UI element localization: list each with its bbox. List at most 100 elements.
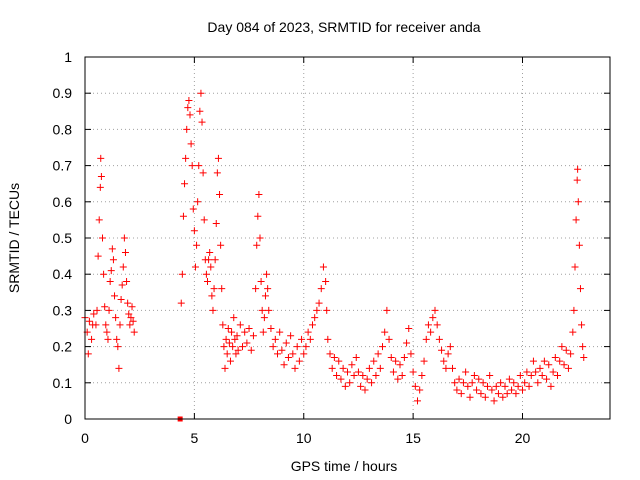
data-point	[433, 321, 441, 329]
data-point	[523, 368, 531, 376]
data-point	[330, 353, 338, 361]
data-point	[92, 321, 100, 329]
data-point	[239, 343, 246, 351]
data-point	[116, 321, 124, 329]
data-point	[479, 379, 487, 387]
data-point	[258, 306, 266, 314]
data-point	[195, 162, 203, 170]
data-point	[503, 390, 511, 398]
data-point	[352, 353, 360, 361]
data-point	[88, 335, 96, 343]
data-point	[497, 379, 505, 387]
data-point	[96, 183, 104, 191]
data-point	[311, 314, 319, 322]
data-point	[309, 321, 316, 329]
data-point	[570, 306, 578, 314]
data-point	[287, 332, 295, 340]
data-point	[289, 350, 297, 358]
data-point	[253, 241, 261, 249]
data-point	[260, 314, 268, 322]
data-point	[210, 285, 218, 293]
data-point	[571, 263, 579, 271]
data-point	[379, 343, 386, 351]
data-point	[200, 216, 208, 224]
data-point	[348, 361, 356, 369]
data-point	[218, 285, 226, 293]
data-point	[374, 350, 382, 358]
data-point	[574, 165, 582, 173]
y-tick-label: 0.7	[53, 158, 73, 174]
data-point	[359, 372, 367, 380]
data-point	[409, 368, 417, 376]
data-point	[514, 382, 522, 390]
data-point	[196, 107, 204, 115]
data-point	[536, 364, 544, 372]
data-point	[209, 306, 217, 314]
data-point	[198, 118, 206, 126]
data-point	[344, 368, 351, 376]
data-point	[112, 314, 120, 322]
data-point	[120, 234, 128, 242]
data-point	[527, 372, 535, 380]
data-point	[429, 314, 437, 322]
data-point	[94, 252, 102, 260]
data-point	[470, 372, 478, 380]
data-point	[243, 339, 251, 347]
data-point	[183, 125, 191, 133]
data-point	[101, 303, 109, 311]
data-point	[293, 343, 301, 351]
data-point	[532, 368, 540, 376]
data-point	[545, 361, 553, 369]
data-point	[276, 328, 284, 336]
data-point	[188, 162, 196, 170]
data-point	[107, 267, 115, 275]
data-point	[341, 382, 349, 390]
data-point	[204, 277, 211, 285]
data-point	[189, 205, 197, 213]
y-axis-label: SRMTID / TECUs	[6, 183, 22, 293]
data-point	[291, 364, 299, 372]
data-point	[223, 350, 231, 358]
data-point	[416, 386, 424, 394]
data-point	[455, 375, 463, 383]
data-point	[236, 321, 244, 329]
data-point	[111, 292, 119, 300]
data-point	[208, 292, 216, 300]
plot-frame	[84, 56, 611, 420]
data-point	[85, 317, 93, 325]
data-point	[323, 306, 331, 314]
y-tick-label: 0.1	[53, 375, 73, 391]
data-point	[256, 234, 264, 242]
data-point	[177, 299, 185, 307]
data-point	[488, 386, 496, 394]
data-point	[225, 339, 233, 347]
data-point	[407, 350, 415, 358]
data-point	[300, 350, 308, 358]
data-point	[442, 364, 450, 372]
data-point	[125, 310, 133, 318]
data-point	[477, 390, 485, 398]
data-point	[462, 368, 470, 376]
data-point	[505, 375, 513, 383]
data-point	[190, 227, 198, 235]
data-point	[422, 335, 430, 343]
data-point	[418, 372, 426, 380]
data-point	[224, 325, 232, 332]
data-point	[558, 343, 566, 351]
data-point	[226, 357, 234, 365]
data-point	[322, 277, 330, 285]
data-points	[81, 89, 588, 422]
data-point	[295, 357, 303, 365]
data-point	[205, 256, 213, 264]
data-point	[319, 263, 327, 271]
data-point	[549, 368, 557, 376]
data-point	[335, 357, 343, 365]
data-point	[254, 212, 262, 220]
data-point	[202, 270, 210, 278]
y-tick-label: 1	[64, 49, 72, 65]
data-point	[444, 350, 452, 358]
x-tick-label: 5	[190, 430, 198, 446]
data-point	[346, 379, 354, 387]
data-point	[184, 104, 192, 112]
x-tick-label: 0	[81, 430, 89, 446]
